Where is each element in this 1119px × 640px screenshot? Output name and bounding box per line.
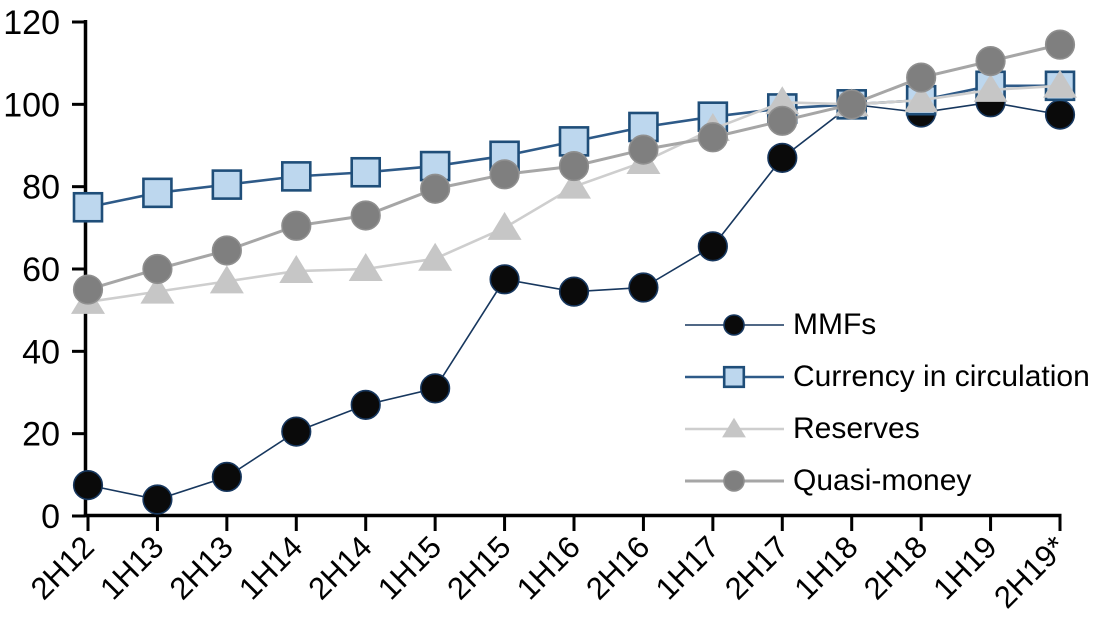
marker-circle (489, 159, 520, 190)
x-tick-label: 2H13 (163, 529, 240, 606)
x-tick-label: 1H16 (510, 529, 587, 606)
x-tick-label: 2H14 (302, 529, 379, 606)
marker-circle (906, 62, 937, 93)
x-tick-label: 2H12 (24, 529, 101, 606)
x-tick-label: 1H17 (649, 529, 726, 606)
x-tick-label: 2H15 (440, 529, 517, 606)
marker-circle (420, 173, 451, 204)
marker-triangle (722, 417, 746, 438)
legend-marker-mmfs (685, 314, 784, 336)
marker-circle (558, 150, 590, 182)
marker-triangle (209, 265, 244, 294)
marker-circle (281, 210, 312, 241)
x-tick-label: 2H17 (718, 529, 795, 606)
y-tick-label: 100 (3, 86, 60, 124)
marker-square (722, 365, 746, 389)
legend-item-currency-in-circulation: Currency in circulation (683, 359, 1090, 395)
marker-triangle (765, 86, 800, 115)
marker-circle (72, 274, 104, 305)
marker-triangle (279, 255, 314, 284)
marker-triangle (904, 84, 939, 113)
marker-square (280, 161, 312, 192)
marker-circle (558, 276, 590, 307)
y-tick-label: 40 (22, 333, 60, 371)
marker-circle (723, 314, 745, 336)
marker-circle (420, 373, 451, 404)
x-tick-label: 2H18 (857, 529, 934, 606)
marker-triangle (487, 211, 522, 240)
y-tick-label: 0 (41, 498, 60, 536)
marker-square (72, 191, 104, 223)
marker-circle (767, 142, 798, 173)
legend-marker-quasi-money (685, 470, 784, 492)
y-tick-label: 80 (22, 169, 60, 207)
marker-circle (723, 470, 745, 492)
legend-item-reserves: Reserves (683, 411, 1090, 447)
marker-circle (628, 272, 659, 303)
marker-circle (142, 253, 173, 285)
marker-circle (211, 461, 242, 492)
marker-triangle (348, 253, 383, 281)
series-quasi-money (72, 29, 1076, 305)
marker-circle (628, 134, 659, 165)
marker-square (142, 177, 173, 209)
y-tick-label: 120 (3, 4, 60, 42)
legend-item-mmfs: MMFs (683, 307, 1090, 343)
marker-circle (767, 105, 798, 136)
legend-label-quasi-money: Quasi-money (793, 464, 972, 497)
x-tick-label: 1H15 (371, 529, 448, 606)
marker-circle (211, 235, 242, 266)
marker-circle (350, 200, 381, 231)
marker-triangle (418, 242, 453, 271)
y-tick-label: 60 (22, 251, 60, 289)
chart-legend: MMFs Currency in circulation Reserves Quasi… (683, 307, 1090, 515)
marker-triangle (140, 275, 175, 304)
x-tick-label: 1H14 (232, 529, 309, 606)
legend-label-currency-in-circulation: Currency in circulation (793, 360, 1090, 393)
marker-circle (975, 46, 1006, 77)
y-tick-label: 20 (22, 416, 60, 454)
marker-triangle (973, 73, 1008, 102)
marker-circle (281, 416, 312, 447)
marker-circle (697, 122, 728, 153)
x-tick-label: 2H16 (579, 529, 656, 606)
x-tick-label: 1H18 (788, 529, 865, 606)
x-tick-label: 1H13 (93, 529, 170, 606)
marker-square (211, 169, 243, 200)
marker-circle (142, 484, 173, 515)
legend-item-quasi-money: Quasi-money (683, 463, 1090, 499)
marker-circle (350, 389, 381, 420)
marker-circle (1044, 29, 1076, 60)
legend-label-mmfs: MMFs (793, 308, 877, 341)
marker-circle (836, 89, 867, 120)
x-tick-label: 2H19* (987, 529, 1073, 615)
legend-marker-reserves (685, 417, 784, 438)
marker-triangle (557, 170, 591, 199)
marker-triangle (1043, 69, 1077, 98)
marker-circle (489, 264, 520, 295)
legend-marker-currency-in-circulation (685, 365, 784, 389)
marker-circle (697, 231, 728, 262)
marker-circle (72, 470, 104, 501)
legend-label-reserves: Reserves (793, 412, 920, 445)
marker-circle (1044, 99, 1076, 130)
marker-square (350, 156, 382, 188)
